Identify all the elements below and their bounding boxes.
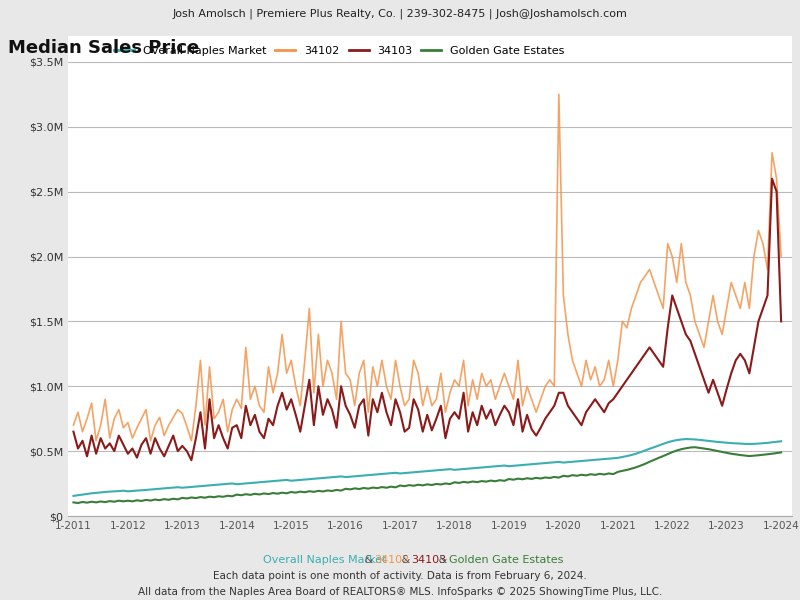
Text: &: & (435, 555, 450, 565)
Text: &: & (361, 555, 376, 565)
Text: All data from the Naples Area Board of REALTORS® MLS. InfoSparks © 2025 ShowingT: All data from the Naples Area Board of R… (138, 587, 662, 597)
Text: Josh Amolsch | Premiere Plus Realty, Co. | 239-302-8475 | Josh@Joshamolsch.com: Josh Amolsch | Premiere Plus Realty, Co.… (173, 8, 627, 19)
Text: 34103: 34103 (411, 555, 446, 565)
Legend: Overall Naples Market, 34102, 34103, Golden Gate Estates: Overall Naples Market, 34102, 34103, Gol… (110, 41, 569, 61)
Text: &: & (398, 555, 414, 565)
Text: 34102: 34102 (374, 555, 410, 565)
Text: Each data point is one month of activity. Data is from February 6, 2024.: Each data point is one month of activity… (213, 571, 587, 581)
Text: Overall Naples Market: Overall Naples Market (263, 555, 386, 565)
Text: Median Sales Price: Median Sales Price (8, 39, 199, 57)
Text: Golden Gate Estates: Golden Gate Estates (449, 555, 563, 565)
